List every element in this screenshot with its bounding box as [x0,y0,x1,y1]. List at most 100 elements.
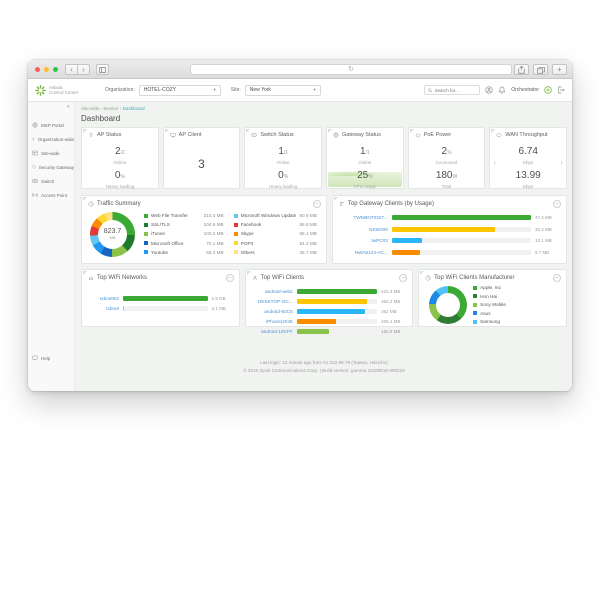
legend-value: 60.9 MB [299,213,317,219]
browser-window: ‹ › ↻ + [28,60,572,391]
legend-item: Web File Transfer 210.4 MB [144,211,224,220]
bar-row: android-92C6 352 MB [251,306,405,316]
legend-value: 70.1 MB [206,240,224,246]
pie-chart-icon [88,201,94,207]
legend-swatch [473,311,478,315]
breadcrumb-separator: › [100,106,103,111]
client-link[interactable]: NWA5123-AC... [354,249,388,255]
legend-item: Microsoft Windows Update 60.9 MB [233,211,317,220]
legend-swatch [144,241,148,246]
sidebar-item-site-wide[interactable]: Site-wide [28,146,74,160]
search-box[interactable] [424,85,481,95]
sidebar-item-security-gateway[interactable]: Security Gateway [28,160,74,174]
usage-bar-track [296,328,378,334]
card-title: AP Status [97,132,122,138]
wan-prev-button[interactable]: ‹ [493,158,497,167]
plus-circle-icon [544,86,552,94]
collapse-panel-button[interactable]: – [225,274,234,282]
sidebar-item-organization-wide[interactable]: Organization-wide [28,132,74,146]
legend-label: Skype [240,231,254,237]
metric-value: 0 [278,170,284,181]
wan-next-button[interactable]: › [560,158,564,167]
sidebar-toggle-button[interactable] [96,63,109,75]
client-link[interactable]: DESKTOP-OC... [257,298,293,304]
bar-row: android-aeb2 415.3 MB [251,286,405,296]
collapse-panel-button[interactable]: – [399,274,408,282]
notifications-button[interactable] [498,86,506,94]
pie-chart-icon [425,275,431,281]
client-link[interactable]: txbnet5G [99,295,119,301]
legend-swatch [144,250,148,255]
traffic-total-unit: MB [109,235,116,240]
new-tab-button[interactable]: + [552,64,567,75]
zoom-window-button[interactable] [53,66,58,72]
metric-suffix: /1 [365,150,370,156]
client-link[interactable]: iPhone(2046 [266,318,293,324]
sidebar-item-msp-portal[interactable]: MSP Portal [28,118,74,132]
client-link[interactable]: android-10CFF [261,328,293,334]
client-link[interactable]: twPC03 [371,238,388,244]
panel-title: Top WiFi Networks [97,275,148,281]
client-link[interactable]: TWNBNT0327... [353,215,388,221]
metric-label: Online [358,160,372,165]
metric: 1/1 Online [277,141,290,165]
footer: Last login: 12 minute ago from 61.222.86… [81,359,567,375]
shield-icon [32,165,36,169]
legend-item: iTunes 100.2 MB [144,229,224,238]
metric-label: Online [276,160,290,165]
sidebar-item-help[interactable]: Help [28,351,50,365]
search-input[interactable] [434,87,477,93]
legend-swatch [144,213,148,218]
legend-item: Hon Hai [473,294,558,299]
client-link[interactable]: NSW200 [369,226,388,232]
sidebar-collapse-button[interactable]: « [66,104,70,110]
traffic-donut-chart: 823.7 MB [90,211,135,257]
logout-button[interactable] [557,86,565,94]
site-icon [32,150,38,156]
client-link[interactable]: android-aeb2 [265,288,293,294]
legend-label: SSL/TLS [151,222,170,228]
breadcrumb-dashboard[interactable]: Dashboard [122,106,145,111]
manufacturer-legend: Apple, Inc Hon Hai Sony Mobile Asus Samsung [467,285,558,324]
reload-icon[interactable]: ↻ [348,66,354,73]
close-window-button[interactable] [35,66,40,72]
add-button[interactable] [544,86,552,94]
sidebar-item-access-point[interactable]: Access Point [28,188,74,202]
bar-row: txbnet5G 1.5 GB [87,293,232,303]
legend-swatch [233,222,238,227]
breadcrumb-monitor[interactable]: Monitor [103,106,119,111]
orchestrator-link[interactable]: Orchestrator [511,87,539,93]
legend-item: Samsung [473,319,558,324]
tab-overview-button[interactable] [533,64,548,75]
bar-row: NWA5123-AC... 9.7 MB [338,247,559,259]
metric-label: Kbps [523,184,534,189]
address-bar[interactable]: ↻ [190,64,512,75]
organization-select[interactable]: HOTEL-COZY ▾ [138,84,221,96]
client-link[interactable]: android-92C6 [264,308,293,314]
client-link[interactable]: txbnet [106,305,119,311]
collapse-panel-button[interactable]: – [553,200,561,208]
metric: 180W Total [436,165,457,189]
breadcrumb-site-wide[interactable]: Site-wide [81,106,100,111]
metric-suffix: % [447,150,452,156]
collapse-panel-button[interactable]: – [312,200,321,208]
share-button[interactable] [514,64,529,75]
usage-bar-fill [391,226,496,232]
legend-value: 210.4 MB [203,213,224,219]
panel-top-wifi-clients-manufacturer: Top WiFi Clients Manufacturer – Apple, I… [418,269,567,327]
site-select[interactable]: New York ▾ [244,84,321,96]
gateway-clients-bars: TWNBNT0327... 47.4 MB NSW200 35.2 MB twPC03 1… [333,208,566,258]
collapse-panel-button[interactable]: – [553,274,561,282]
nebula-logo[interactable]: nebula Control Center [35,85,95,96]
sidebar-item-switch[interactable]: Switch [28,174,74,188]
legend-label: Others [240,249,255,255]
bar-row: txbnet 4.1 MB [87,303,232,313]
usage-bar-track [296,318,378,324]
card-ap-client: AP Client 3 [162,127,241,189]
forward-button[interactable]: › [77,63,90,75]
bar-row: DESKTOP-OC... 364.2 MB [251,296,405,306]
minimize-window-button[interactable] [44,66,49,72]
account-button[interactable] [485,86,493,94]
panel-top-gateway-clients: Top Gateway Clients (by Usage) – TWNBNT0… [331,195,567,264]
card-title: PoE Power [423,132,452,138]
